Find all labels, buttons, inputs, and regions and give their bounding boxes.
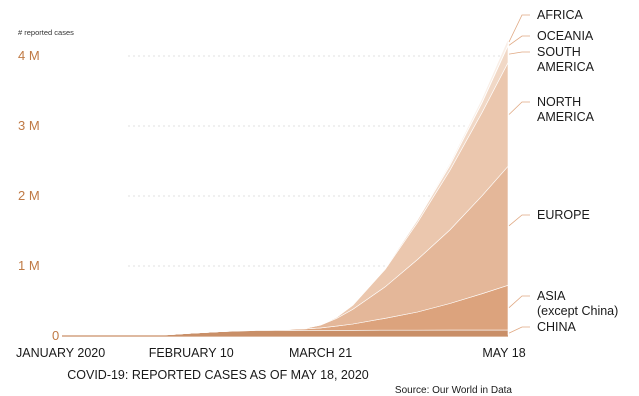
region-label: NORTH AMERICA <box>537 95 595 124</box>
y-tick-label: 1 M <box>18 258 40 273</box>
region-labels: CHINA ASIA (except China) EUROPE NORTH AMERIC… <box>508 8 618 334</box>
label-leader-line <box>508 14 530 43</box>
y-axis-title: # reported cases <box>18 28 74 37</box>
y-tick-label: 2 M <box>18 188 40 203</box>
y-tick-label: 3 M <box>18 118 40 133</box>
label-leader-line <box>508 326 530 334</box>
x-tick-label: MAY 18 <box>482 346 525 360</box>
region-label: EUROPE <box>537 208 590 222</box>
region-label: AFRICA <box>537 8 584 22</box>
area-series <box>61 38 509 337</box>
x-tick-label: FEBRUARY 10 <box>149 346 234 360</box>
region-label: OCEANIA <box>537 29 594 43</box>
source-note: Source: Our World in Data <box>395 385 513 396</box>
label-leader-line <box>508 214 530 227</box>
x-tick-label: MARCH 21 <box>289 346 352 360</box>
region-label: CHINA <box>537 320 577 334</box>
label-leader-line <box>508 35 530 46</box>
x-tick-label: JANUARY 2020 <box>16 346 105 360</box>
label-leader-line <box>508 51 530 55</box>
axes: 0 1 M 2 M 3 M 4 M JANUARY 2020 FEBRUARY 10 MARC… <box>16 48 526 360</box>
region-label: ASIA (except China) <box>537 289 618 318</box>
label-leader-line <box>508 101 530 115</box>
label-leader-line <box>508 295 530 308</box>
y-tick-label: 0 <box>52 328 59 343</box>
region-label: SOUTH AMERICA <box>537 45 595 74</box>
area-china <box>61 329 509 337</box>
y-tick-label: 4 M <box>18 48 40 63</box>
chart-caption: COVID-19: REPORTED CASES AS OF MAY 18, 2… <box>67 368 369 382</box>
area-africa <box>61 38 509 337</box>
